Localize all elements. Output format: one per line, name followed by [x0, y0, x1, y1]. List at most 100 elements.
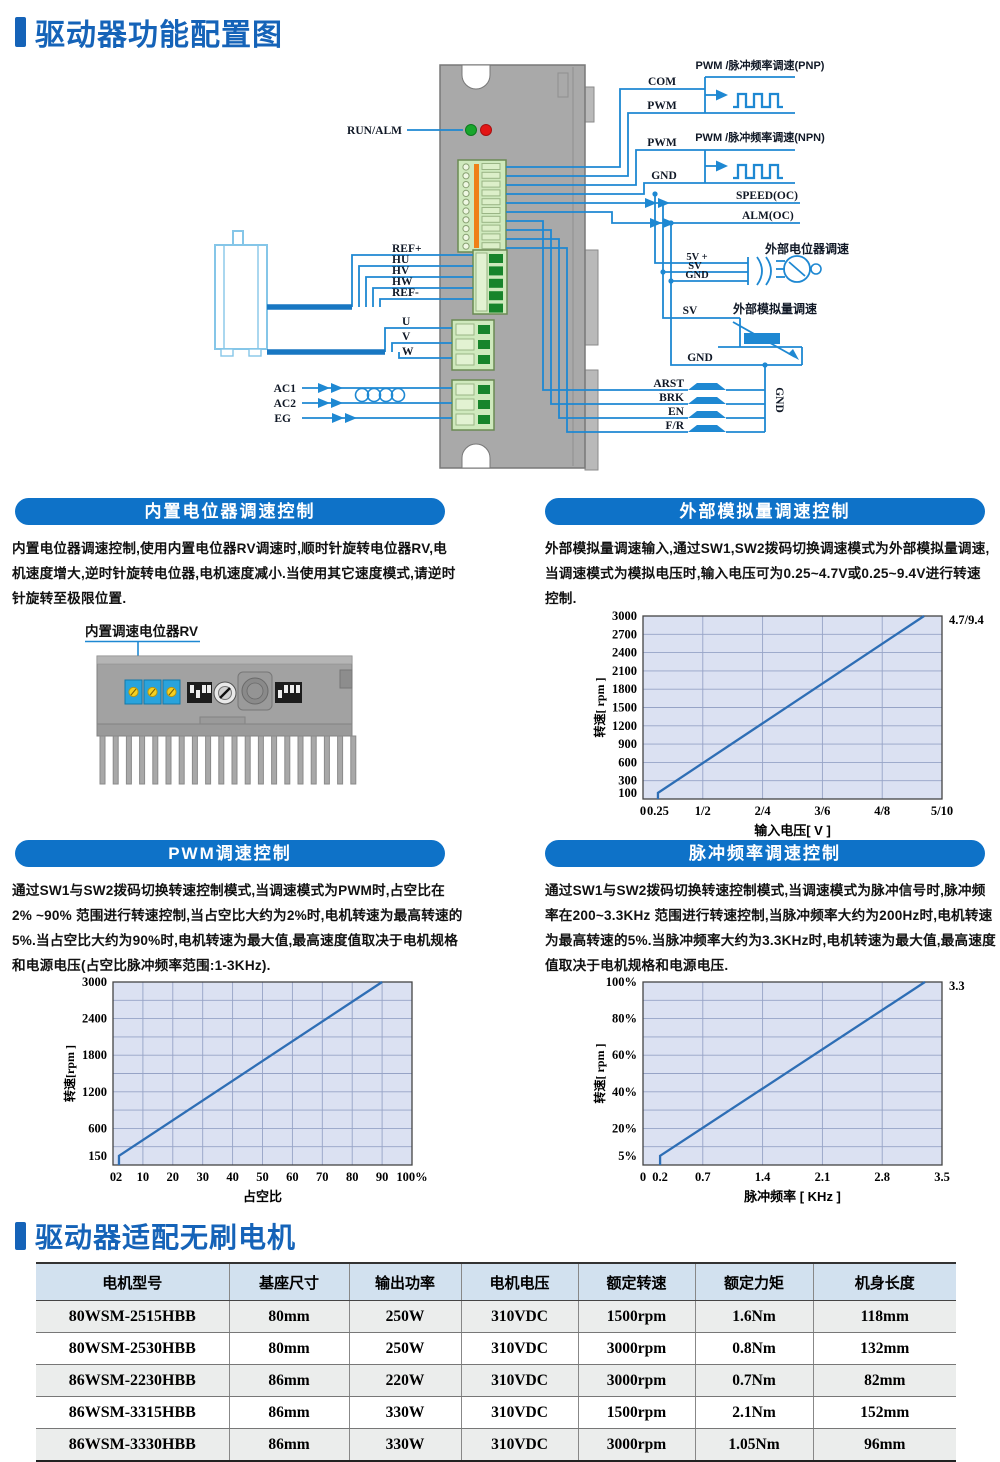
pnp-mode-label: PWM /脉冲频率调速(PNP) [696, 58, 825, 72]
x-tick-label: 1.4 [755, 1170, 771, 1184]
y-tick-label: 1200 [82, 1085, 107, 1099]
heatsink-fin [297, 735, 304, 785]
hw-label: HW [392, 276, 413, 288]
table-cell: 3000rpm [577, 1428, 695, 1462]
ac1-label: AC1 [274, 383, 297, 395]
brk-label: BRK [659, 392, 684, 404]
table-cell: 1.05Nm [694, 1428, 813, 1462]
x-axis-label: 脉冲频率 [ KHz ] [743, 1189, 841, 1204]
x-tick-label: 0.2 [652, 1170, 668, 1184]
internal-pot-description: 内置电位器调速控制,使用内置电位器RV调速时,顺时针旋转电位器RV,电机速度增大… [12, 541, 456, 607]
heatsink-fin [191, 735, 198, 785]
gnd-npn-label: GND [651, 170, 677, 182]
y-axis-label: 转速[rpm ] [62, 1045, 77, 1102]
y-tick-label: 100 [618, 786, 637, 800]
table-cell: 86mm [228, 1396, 349, 1429]
motor-body [214, 244, 268, 350]
table-cell: 80WSM-2530HBB [36, 1332, 229, 1365]
y-tick-label: 600 [88, 1121, 107, 1135]
run-alm-label: RUN/ALM [347, 125, 402, 137]
arst-label: ARST [653, 378, 684, 390]
title-bar-icon [15, 17, 26, 47]
heatsink-fin [310, 735, 317, 785]
table-cell: 96mm [812, 1428, 956, 1462]
x-tick-label: 50 [256, 1170, 269, 1184]
hu-label: HU [392, 254, 410, 266]
heatsink-fin [152, 735, 159, 785]
table-row: 80WSM-2515HBB 80mm 250W 310VDC 1500rpm 1.6Nm 1… [36, 1300, 956, 1333]
heatsink-fin [112, 735, 119, 785]
power-terminal-block [451, 379, 495, 431]
heatsink-fins [99, 735, 357, 785]
data-line [656, 615, 925, 799]
5v-label: 5V + [686, 252, 707, 263]
table-cell: 250W [348, 1300, 461, 1333]
mounting-notch-top [461, 64, 491, 90]
run-led [465, 124, 477, 136]
heatsink-fin [139, 735, 146, 785]
x-tick-label: 60 [286, 1170, 299, 1184]
x-tick-label: 80 [346, 1170, 359, 1184]
x-tick-label: 2 [116, 1170, 122, 1184]
table-header-cell: 额定力矩 [694, 1263, 813, 1301]
gnd-pot-label: GND [685, 270, 709, 281]
x-tick-label: 70 [316, 1170, 329, 1184]
y-tick-label: 1500 [612, 701, 637, 715]
y-tick-label: 1800 [612, 682, 637, 696]
table-header-cell: 机身长度 [812, 1263, 956, 1301]
motor-shaft [232, 230, 244, 246]
plot-border [642, 615, 943, 800]
motor-cables [267, 304, 385, 355]
section-header-internal-pot: 内置电位器调速控制 [15, 498, 445, 525]
speed-oc-label: SPEED(OC) [736, 190, 798, 202]
x-tick-label: 5/10 [931, 804, 953, 818]
ref-plus-label: REF+ [392, 243, 422, 255]
y-axis-label: 转速[ rpm ] [592, 678, 607, 738]
section-header-pwm: PWM调速控制 [15, 840, 445, 867]
fr-label: F/R [665, 420, 684, 432]
x-tick-label: 100% [396, 1170, 427, 1184]
heatsink-fin [99, 735, 106, 785]
x-tick-label: 40 [226, 1170, 239, 1184]
x-tick-label: 4/8 [874, 804, 890, 818]
heatsink-fin [178, 735, 185, 785]
x-tick-label: 3.5 [934, 1170, 950, 1184]
heatsink-fin [350, 735, 357, 785]
x-tick-label: 90 [376, 1170, 389, 1184]
table-cell: 82mm [812, 1364, 956, 1397]
sv-analog-label: SV [683, 305, 698, 317]
table-cell: 220W [348, 1364, 461, 1397]
heatsink-fin [165, 735, 172, 785]
table-cell: 2.1Nm [694, 1396, 813, 1429]
x-tick-label: 2.8 [874, 1170, 890, 1184]
plot-border [642, 981, 943, 1166]
table-row: 86WSM-3330HBB 86mm 330W 310VDC 3000rpm 1.05Nm… [36, 1428, 956, 1462]
table-header-cell: 额定转速 [577, 1263, 695, 1301]
y-tick-label: 1800 [82, 1048, 107, 1062]
x-tick-label: 0 [110, 1170, 116, 1184]
table-cell: 80WSM-2515HBB [36, 1300, 229, 1333]
dip-switch-2 [275, 682, 302, 703]
motor-spec-table: 电机型号 基座尺寸 输出功率 电机电压 额定转速 额定力矩 机身长度 80WSM-2515H… [36, 1262, 956, 1462]
x-tick-label: 10 [137, 1170, 150, 1184]
y-tick-label: 2700 [612, 627, 637, 641]
x-tick-label: 0 [640, 1170, 646, 1184]
section-header-external-analog: 外部模拟量调速控制 [545, 498, 985, 525]
x-tick-label: 0.25 [647, 804, 669, 818]
table-row: 80WSM-2530HBB 80mm 250W 310VDC 3000rpm 0.8Nm 1… [36, 1332, 956, 1365]
ext-analog-title: 外部模拟量调速 [733, 301, 817, 316]
motor-terminal-block [451, 319, 495, 371]
table-header-cell: 电机型号 [36, 1263, 229, 1301]
table-cell: 330W [348, 1428, 461, 1462]
x-tick-label: 20 [167, 1170, 180, 1184]
table-cell: 152mm [812, 1396, 956, 1429]
y-axis-label: 转速[ rpm ] [592, 1044, 607, 1104]
pulse-description: 通过SW1与SW2拨码切换转速控制模式,当调速模式为脉冲信号时,脉冲频率在200… [545, 883, 996, 974]
title-bar-icon [15, 1222, 26, 1250]
table-cell: 310VDC [460, 1396, 578, 1429]
x-axis-label: 占空比 [243, 1189, 282, 1204]
table-cell: 118mm [812, 1300, 956, 1333]
x-tick-label: 1/2 [695, 804, 711, 818]
y-tick-label: 300 [618, 774, 637, 788]
